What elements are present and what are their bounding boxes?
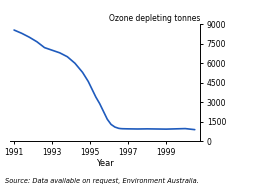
X-axis label: Year: Year — [96, 159, 114, 168]
Text: Ozone depleting tonnes: Ozone depleting tonnes — [109, 14, 200, 23]
Text: Source: Data available on request, Environment Australia.: Source: Data available on request, Envir… — [5, 178, 199, 184]
